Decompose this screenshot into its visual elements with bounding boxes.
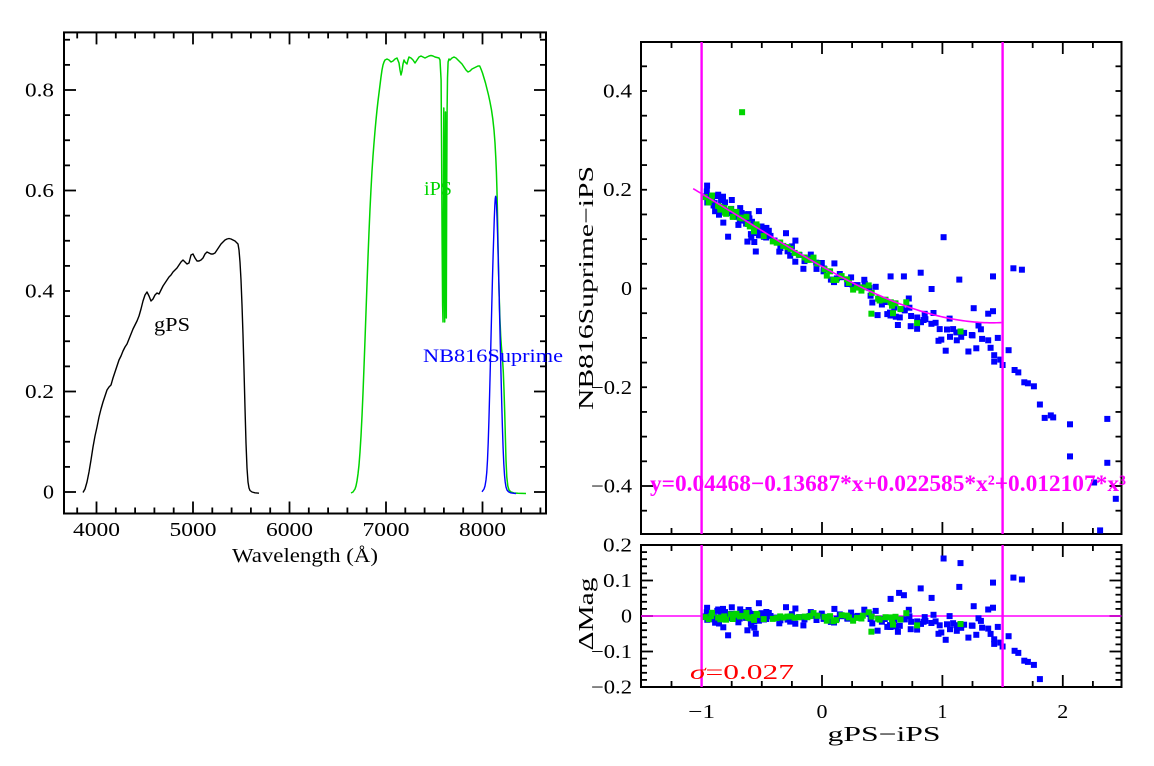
svg-text:Wavelength (Å): Wavelength (Å) (232, 546, 378, 567)
svg-text:4000: 4000 (73, 520, 120, 541)
svg-text:0.8: 0.8 (25, 81, 54, 102)
svg-text:0.6: 0.6 (25, 181, 54, 202)
svg-text:5000: 5000 (170, 520, 217, 541)
svg-text:0.2: 0.2 (603, 536, 632, 557)
svg-text:NB816Suprime: NB816Suprime (423, 346, 563, 367)
svg-text:2: 2 (1057, 701, 1068, 723)
svg-text:6000: 6000 (266, 520, 313, 541)
svg-text:0: 0 (621, 279, 632, 300)
svg-text:−0.4: −0.4 (591, 477, 632, 498)
svg-text:y=0.04468−0.13687*x+0.022585*x: y=0.04468−0.13687*x+0.022585*x²+0.012107… (650, 471, 1126, 496)
svg-text:gPS−iPS: gPS−iPS (828, 722, 941, 746)
svg-text:−0.1: −0.1 (591, 642, 632, 663)
svg-text:0: 0 (43, 483, 54, 504)
svg-text:ΔMag: ΔMag (574, 577, 598, 651)
svg-text:0.4: 0.4 (25, 282, 54, 303)
svg-text:NB816Suprime−iPS: NB816Suprime−iPS (574, 166, 598, 410)
svg-text:−1: −1 (688, 701, 715, 723)
svg-text:−0.2: −0.2 (591, 678, 632, 699)
svg-text:iPS: iPS (424, 179, 452, 200)
svg-text:8000: 8000 (459, 520, 506, 541)
svg-text:−0.2: −0.2 (591, 378, 632, 399)
svg-text:0.4: 0.4 (603, 82, 632, 103)
svg-text:0: 0 (817, 701, 828, 723)
svg-text:0.2: 0.2 (25, 382, 54, 403)
svg-text:7000: 7000 (363, 520, 410, 541)
svg-text:0.2: 0.2 (603, 180, 632, 201)
svg-text:0.1: 0.1 (603, 571, 632, 592)
svg-text:σ=0.027: σ =0.027 (690, 660, 794, 684)
svg-text:1: 1 (937, 701, 947, 723)
svg-text:gPS: gPS (154, 315, 190, 336)
svg-text:0: 0 (621, 607, 632, 628)
